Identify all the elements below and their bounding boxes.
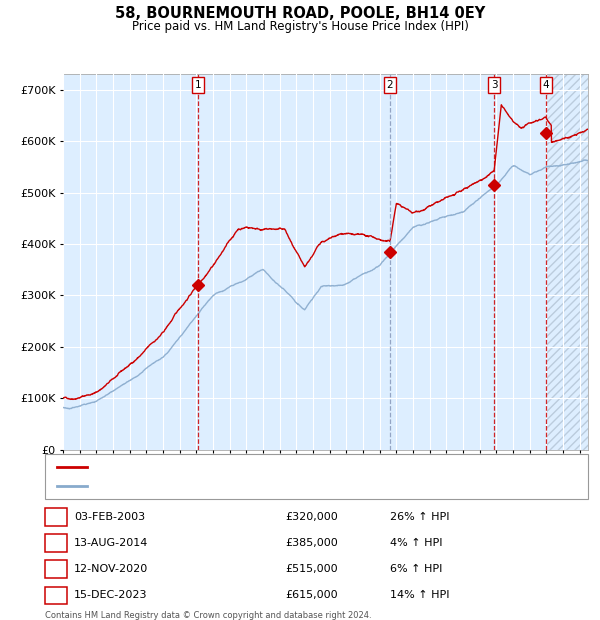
Text: 6% ↑ HPI: 6% ↑ HPI — [390, 564, 442, 574]
Text: 2: 2 — [52, 538, 59, 548]
Text: 58, BOURNEMOUTH ROAD, POOLE, BH14 0EY (detached house): 58, BOURNEMOUTH ROAD, POOLE, BH14 0EY (d… — [93, 461, 409, 472]
Text: £385,000: £385,000 — [285, 538, 338, 548]
Text: Price paid vs. HM Land Registry's House Price Index (HPI): Price paid vs. HM Land Registry's House … — [131, 20, 469, 33]
Text: Contains HM Land Registry data © Crown copyright and database right 2024.: Contains HM Land Registry data © Crown c… — [45, 611, 371, 620]
Text: 13-AUG-2014: 13-AUG-2014 — [74, 538, 148, 548]
Text: £320,000: £320,000 — [285, 512, 338, 522]
Text: 14% ↑ HPI: 14% ↑ HPI — [390, 590, 449, 600]
Text: 4% ↑ HPI: 4% ↑ HPI — [390, 538, 442, 548]
Text: 3: 3 — [52, 564, 59, 574]
Text: 3: 3 — [491, 80, 497, 90]
Text: 1: 1 — [194, 80, 201, 90]
Text: 4: 4 — [542, 80, 549, 90]
Text: 03-FEB-2003: 03-FEB-2003 — [74, 512, 145, 522]
Text: 2: 2 — [386, 80, 394, 90]
Bar — [545, 74, 588, 449]
Text: HPI: Average price, detached house, Bournemouth Christchurch and Poole: HPI: Average price, detached house, Bour… — [93, 481, 464, 492]
Text: 15-DEC-2023: 15-DEC-2023 — [74, 590, 148, 600]
Text: 1: 1 — [52, 512, 59, 522]
Text: 4: 4 — [52, 590, 59, 600]
Text: 26% ↑ HPI: 26% ↑ HPI — [390, 512, 449, 522]
Text: £515,000: £515,000 — [285, 564, 338, 574]
Text: 12-NOV-2020: 12-NOV-2020 — [74, 564, 148, 574]
Text: £615,000: £615,000 — [285, 590, 338, 600]
Text: 58, BOURNEMOUTH ROAD, POOLE, BH14 0EY: 58, BOURNEMOUTH ROAD, POOLE, BH14 0EY — [115, 6, 485, 21]
